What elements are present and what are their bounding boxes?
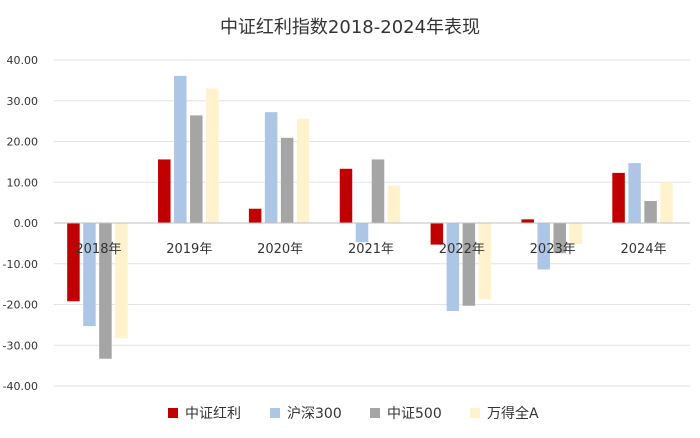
bar-2019年-中证500 (190, 115, 203, 223)
bar-2024年-中证500 (644, 200, 657, 223)
x-tick-label: 2020年 (257, 242, 303, 257)
x-axis: 2018年 2019年 2020年 2021年 2022年 2023年 2024年 (75, 242, 666, 257)
y-tick-label: -30.00 (3, 339, 38, 352)
bar-2021年-中证红利 (339, 168, 353, 223)
legend: 中证红利 沪深300 中证500 万得全A (168, 405, 539, 422)
bar-2021年-中证500 (371, 159, 385, 223)
x-tick-label: 2024年 (621, 242, 667, 257)
bar-2023年-沪深300 (537, 223, 550, 270)
legend-label: 万得全A (487, 405, 539, 422)
legend-swatch (370, 408, 380, 418)
bar-2020年-中证500 (280, 137, 294, 223)
bar-2021年-沪深300 (355, 223, 369, 243)
x-tick-label: 2018年 (75, 242, 121, 257)
legend-label: 中证500 (387, 406, 442, 422)
y-tick-label: 30.00 (7, 95, 39, 108)
legend-label: 沪深300 (287, 406, 342, 422)
y-tick-label: -10.00 (3, 258, 38, 271)
bar-2024年-万得全A (660, 182, 673, 223)
bars (67, 75, 673, 359)
x-tick-label: 2021年 (348, 242, 394, 257)
bar-2018年-中证红利 (67, 223, 80, 302)
bar-2020年-万得全A (296, 118, 310, 223)
bar-2022年-沪深300 (446, 223, 460, 312)
y-tick-label: 0.00 (14, 217, 39, 230)
x-tick-label: 2023年 (530, 242, 576, 257)
y-tick-label: 40.00 (7, 54, 39, 67)
x-tick-label: 2022年 (439, 242, 485, 257)
legend-swatch (470, 408, 480, 418)
y-tick-label: -20.00 (3, 299, 38, 312)
bar-2020年-沪深300 (264, 112, 278, 223)
bar-2024年-中证红利 (612, 172, 625, 223)
chart-title: 中证红利指数2018-2024年表现 (220, 17, 480, 38)
y-tick-label: 10.00 (7, 176, 39, 189)
bar-2023年-万得全A (569, 223, 582, 245)
bar-2018年-万得全A (115, 223, 128, 339)
bar-2020年-中证红利 (248, 208, 262, 223)
bar-2018年-沪深300 (83, 223, 96, 327)
bar-2022年-中证红利 (430, 223, 444, 245)
x-tick-label: 2019年 (166, 242, 212, 257)
bar-2019年-中证红利 (158, 159, 171, 223)
bar-2019年-沪深300 (174, 75, 187, 223)
y-axis: 40.00 30.00 20.00 10.00 0.00 -10.00 -20.00 -30.… (3, 54, 38, 393)
y-tick-label: -40.00 (3, 380, 38, 393)
bar-2021年-万得全A (387, 185, 401, 223)
bar-2024年-沪深300 (628, 163, 641, 223)
bar-2023年-中证红利 (521, 219, 534, 223)
y-tick-label: 20.00 (7, 136, 39, 149)
bar-2019年-万得全A (206, 88, 219, 224)
bar-2022年-万得全A (478, 223, 492, 300)
bar-2018年-中证500 (99, 223, 112, 359)
legend-swatch (270, 408, 280, 418)
legend-swatch (168, 408, 178, 418)
legend-label: 中证红利 (185, 406, 241, 422)
bar-2022年-中证500 (462, 223, 476, 306)
bar-2023年-中证500 (553, 223, 566, 254)
